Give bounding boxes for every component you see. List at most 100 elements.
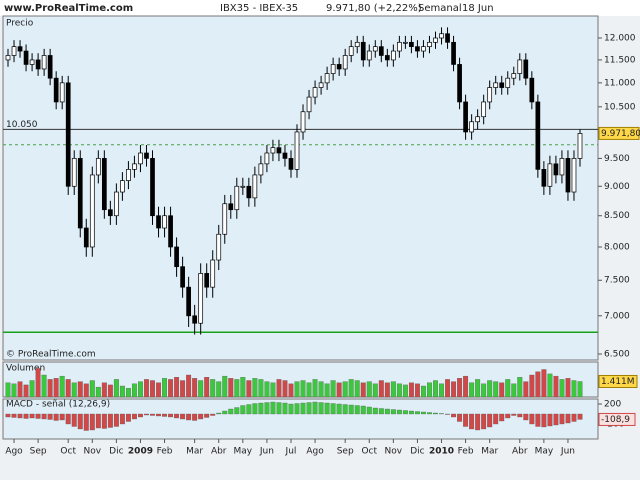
volume-bar — [156, 382, 161, 398]
macd-bar — [541, 413, 547, 428]
volume-bar — [17, 381, 23, 398]
macd-bar — [17, 413, 23, 419]
candle-body — [83, 227, 89, 248]
volume-bar — [499, 382, 505, 398]
y-tick-label: 7.500 — [604, 276, 630, 286]
volume-bar — [101, 382, 107, 398]
volume-label: Volumen — [6, 364, 45, 374]
candle-body — [487, 87, 493, 103]
candle-body — [336, 64, 342, 70]
candle-body — [59, 82, 65, 103]
copyright: © ProRealTime.com — [6, 350, 96, 360]
candle-body — [71, 158, 77, 187]
macd-bar — [131, 413, 137, 420]
candle-body — [535, 101, 541, 170]
volume-bar — [475, 379, 481, 398]
macd-bar — [360, 405, 366, 415]
x-tick-label: Oct — [361, 447, 377, 457]
candle-body — [541, 169, 547, 187]
macd-bar — [29, 413, 35, 419]
volume-bar — [113, 379, 119, 398]
y-tick-label: 6.500 — [604, 350, 630, 360]
candle-body — [330, 64, 336, 74]
y-tick-label: 9.000 — [604, 182, 630, 192]
candle-body — [234, 185, 240, 211]
candle-body — [342, 55, 348, 70]
candle-body — [240, 185, 246, 188]
candle-body — [403, 41, 408, 44]
volume-bar — [11, 383, 17, 398]
macd-bar — [113, 413, 119, 427]
candle-body — [360, 41, 366, 61]
volume-bar — [71, 382, 77, 398]
volume-bar — [89, 380, 95, 398]
candle-body — [415, 46, 420, 52]
volume-bar — [451, 381, 457, 398]
volume-bar — [336, 382, 342, 398]
macd-bar — [421, 411, 426, 415]
candle-body — [180, 266, 185, 288]
macd-bar — [89, 413, 95, 431]
macd-bar — [342, 404, 348, 415]
level-label: 10.050 — [6, 120, 38, 130]
y-tick-label: 9.500 — [604, 154, 630, 164]
volume-bar — [252, 378, 258, 398]
macd-bar — [487, 413, 493, 428]
last-price-box — [598, 126, 640, 140]
candle-body — [156, 215, 161, 229]
macd-bar — [577, 413, 583, 420]
candle-body — [258, 163, 264, 176]
volume-bar — [559, 379, 565, 398]
candle-body — [421, 46, 426, 52]
macd-bar — [138, 413, 143, 418]
volume-bar — [348, 379, 354, 398]
x-tick-label: Mar — [481, 447, 498, 457]
candle-body — [481, 101, 487, 118]
volume-bar — [192, 378, 198, 398]
x-tick-label: Oct — [60, 447, 76, 457]
macd-bar — [65, 413, 71, 425]
x-tick-label: 2009 — [128, 447, 153, 457]
volume-bar — [53, 378, 59, 398]
candle-body — [264, 152, 270, 165]
macd-tick-label: 200 — [604, 400, 621, 410]
volume-bar — [517, 377, 523, 398]
y-tick-label: 7.000 — [604, 311, 630, 321]
date: 18 Jun — [462, 3, 494, 14]
quote: 9.971,80 (+2,22%) — [326, 3, 422, 14]
candle-body — [77, 158, 83, 229]
y-tick-label: 8.500 — [604, 211, 630, 221]
macd-bar — [511, 413, 517, 416]
volume-bar — [457, 378, 463, 398]
volume-bar — [324, 383, 330, 398]
volume-bar — [222, 375, 228, 398]
candle-body — [210, 259, 216, 288]
macd-bar — [252, 403, 258, 415]
volume-bar — [119, 385, 125, 398]
x-tick-label: Ago — [5, 447, 23, 457]
candle-body — [114, 191, 119, 217]
volume-bar — [421, 385, 426, 398]
volume-bar — [180, 380, 186, 398]
volume-bar — [228, 378, 234, 398]
volume-bar — [83, 383, 89, 398]
macd-bar — [457, 413, 463, 422]
macd-bar — [258, 402, 264, 415]
x-tick-label: Feb — [458, 447, 474, 457]
macd-bar — [547, 413, 553, 427]
volume-bar — [571, 380, 577, 398]
macd-bar — [481, 413, 487, 430]
volume-bar — [565, 378, 571, 398]
macd-bar — [396, 409, 402, 415]
candle-body — [505, 77, 511, 88]
candle-body — [23, 50, 29, 65]
volume-bar — [445, 379, 450, 398]
candle-body — [463, 101, 468, 133]
macd-bar — [565, 413, 571, 424]
volume-bar — [306, 382, 312, 398]
volume-bar — [481, 383, 487, 398]
candle-body — [439, 33, 444, 39]
macd-bar — [198, 413, 204, 420]
macd-bar — [11, 413, 17, 418]
x-tick-label: Dic — [109, 447, 123, 457]
